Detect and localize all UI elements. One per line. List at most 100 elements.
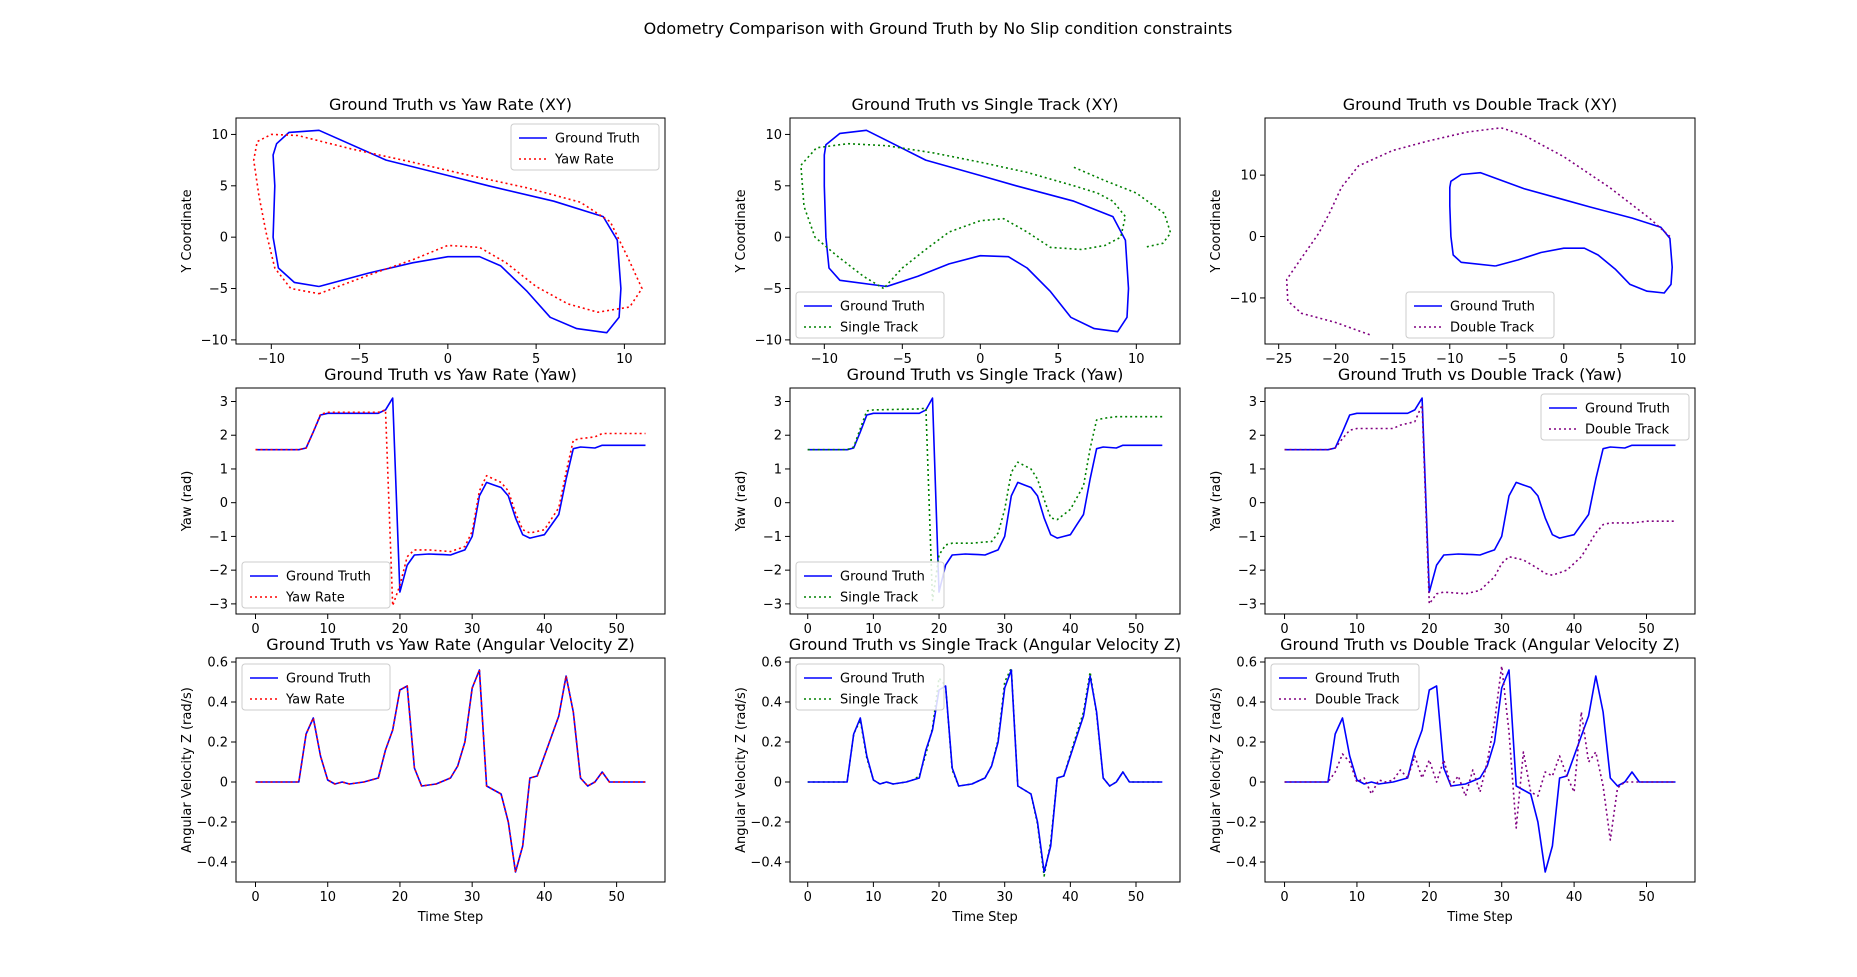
y-tick-label: 0.4 xyxy=(207,696,228,711)
subplot-9: Ground Truth vs Double Track (Angular Ve… xyxy=(1209,635,1696,925)
subplot-6: Ground Truth vs Double Track (Yaw)0 10 20 3… xyxy=(1209,365,1696,637)
x-tick-label: 20 xyxy=(392,890,409,905)
legend: Ground Truth Single Track xyxy=(795,291,945,339)
legend-box xyxy=(1405,291,1555,339)
series-line xyxy=(807,397,1163,593)
y-tick-label: 0 xyxy=(774,776,782,791)
y-tick-label: 0 xyxy=(1249,776,1257,791)
y-tick-label: 0 xyxy=(220,231,228,246)
x-tick-label: 50 xyxy=(608,890,625,905)
y-axis-label: Angular Velocity Z (rad/s) xyxy=(1209,687,1224,853)
legend-box xyxy=(510,123,660,171)
y-tick-label: 10 xyxy=(211,128,228,143)
legend-label: Single Track xyxy=(840,693,919,708)
x-tick-label: 20 xyxy=(392,622,409,637)
figure-suptitle: Odometry Comparison with Ground Truth by… xyxy=(644,19,1233,38)
legend-label: Double Track xyxy=(1450,321,1535,336)
subplot-4: Ground Truth vs Yaw Rate (Yaw)0 10 20 30 40 5… xyxy=(180,365,666,637)
subplot-title: Ground Truth vs Double Track (XY) xyxy=(1343,95,1617,114)
x-tick-label: 20 xyxy=(1421,890,1438,905)
y-tick-label: 10 xyxy=(1240,169,1257,184)
x-tick-label: 0 xyxy=(1280,622,1288,637)
x-axis-label: Time Step xyxy=(1446,910,1513,925)
x-tick-label: 0 xyxy=(251,890,259,905)
y-axis-label: Y Coordinate xyxy=(180,189,195,273)
x-tick-label: 10 xyxy=(319,890,336,905)
subplot-8: Ground Truth vs Single Track (Angular Ve… xyxy=(734,635,1181,925)
y-tick-label: −3 xyxy=(1238,597,1257,612)
axes-frame xyxy=(1264,117,1696,345)
series-line xyxy=(807,669,1163,873)
y-tick-label: −1 xyxy=(1238,530,1257,545)
x-tick-label: 40 xyxy=(536,890,553,905)
subplot-title: Ground Truth vs Yaw Rate (Angular Veloci… xyxy=(266,635,634,654)
series-line xyxy=(1073,166,1172,249)
x-tick-label: 50 xyxy=(608,622,625,637)
subplot-3: Ground Truth vs Double Track (XY) −25 −20 −… xyxy=(1209,95,1696,367)
legend: Ground Truth Double Track xyxy=(1540,393,1690,441)
x-tick-label: 40 xyxy=(536,622,553,637)
legend-label: Ground Truth xyxy=(840,300,925,315)
y-tick-label: −0.4 xyxy=(1225,856,1257,871)
legend-box xyxy=(795,291,945,339)
x-tick-label: 0 xyxy=(444,352,452,367)
y-tick-label: −1 xyxy=(763,530,782,545)
series-line xyxy=(1285,127,1671,336)
legend-label: Ground Truth xyxy=(1585,402,1670,417)
series-line xyxy=(255,669,646,873)
y-tick-label: −0.4 xyxy=(750,856,782,871)
legend-label: Ground Truth xyxy=(840,672,925,687)
x-tick-label: −15 xyxy=(1379,352,1406,367)
legend-label: Ground Truth xyxy=(286,570,371,585)
plot-area xyxy=(255,669,646,873)
x-tick-label: 40 xyxy=(1062,890,1079,905)
y-tick-label: 3 xyxy=(220,395,228,410)
x-tick-label: −25 xyxy=(1265,352,1292,367)
x-tick-label: 10 xyxy=(865,890,882,905)
x-tick-label: 10 xyxy=(1349,622,1366,637)
x-tick-label: 0 xyxy=(1280,890,1288,905)
y-tick-label: −3 xyxy=(209,597,228,612)
y-tick-label: 3 xyxy=(1249,395,1257,410)
x-tick-label: 10 xyxy=(865,622,882,637)
legend-box xyxy=(241,663,391,711)
x-tick-label: −10 xyxy=(811,352,838,367)
plot-area xyxy=(807,397,1163,602)
x-tick-label: 0 xyxy=(804,622,812,637)
x-tick-label: 10 xyxy=(1670,352,1687,367)
subplot-title: Ground Truth vs Single Track (Yaw) xyxy=(847,365,1124,384)
y-tick-label: 0.4 xyxy=(761,696,782,711)
x-tick-label: 40 xyxy=(1062,622,1079,637)
x-tick-label: 30 xyxy=(464,890,481,905)
subplot-title: Ground Truth vs Yaw Rate (Yaw) xyxy=(324,365,577,384)
legend-box xyxy=(795,561,945,609)
y-tick-label: −0.4 xyxy=(196,856,228,871)
y-tick-label: −10 xyxy=(1230,291,1257,306)
subplot-title: Ground Truth vs Double Track (Angular Ve… xyxy=(1280,635,1680,654)
y-tick-label: 1 xyxy=(774,462,782,477)
y-tick-label: 0.6 xyxy=(207,656,228,671)
x-tick-label: 20 xyxy=(931,622,948,637)
y-tick-label: −5 xyxy=(763,282,782,297)
y-tick-label: −2 xyxy=(763,564,782,579)
x-axis-label: Time Step xyxy=(417,910,484,925)
y-tick-label: 3 xyxy=(774,395,782,410)
series-line xyxy=(1284,669,1676,873)
legend-label: Double Track xyxy=(1585,423,1670,438)
x-tick-label: 5 xyxy=(532,352,540,367)
legend: Ground Truth Yaw Rate xyxy=(241,663,391,711)
legend-box xyxy=(241,561,391,609)
y-axis-label: Angular Velocity Z (rad/s) xyxy=(734,687,749,853)
legend-label: Double Track xyxy=(1315,693,1400,708)
y-tick-label: 0 xyxy=(774,231,782,246)
y-tick-label: −0.2 xyxy=(750,816,782,831)
legend: Ground Truth Single Track xyxy=(795,561,945,609)
x-tick-label: 50 xyxy=(1638,890,1655,905)
series-line xyxy=(1284,397,1676,593)
legend: Ground Truth Double Track xyxy=(1405,291,1555,339)
x-tick-label: 0 xyxy=(804,890,812,905)
legend-label: Single Track xyxy=(840,321,919,336)
x-tick-label: −10 xyxy=(258,352,285,367)
x-tick-label: 20 xyxy=(1421,622,1438,637)
y-tick-label: 10 xyxy=(765,128,782,143)
